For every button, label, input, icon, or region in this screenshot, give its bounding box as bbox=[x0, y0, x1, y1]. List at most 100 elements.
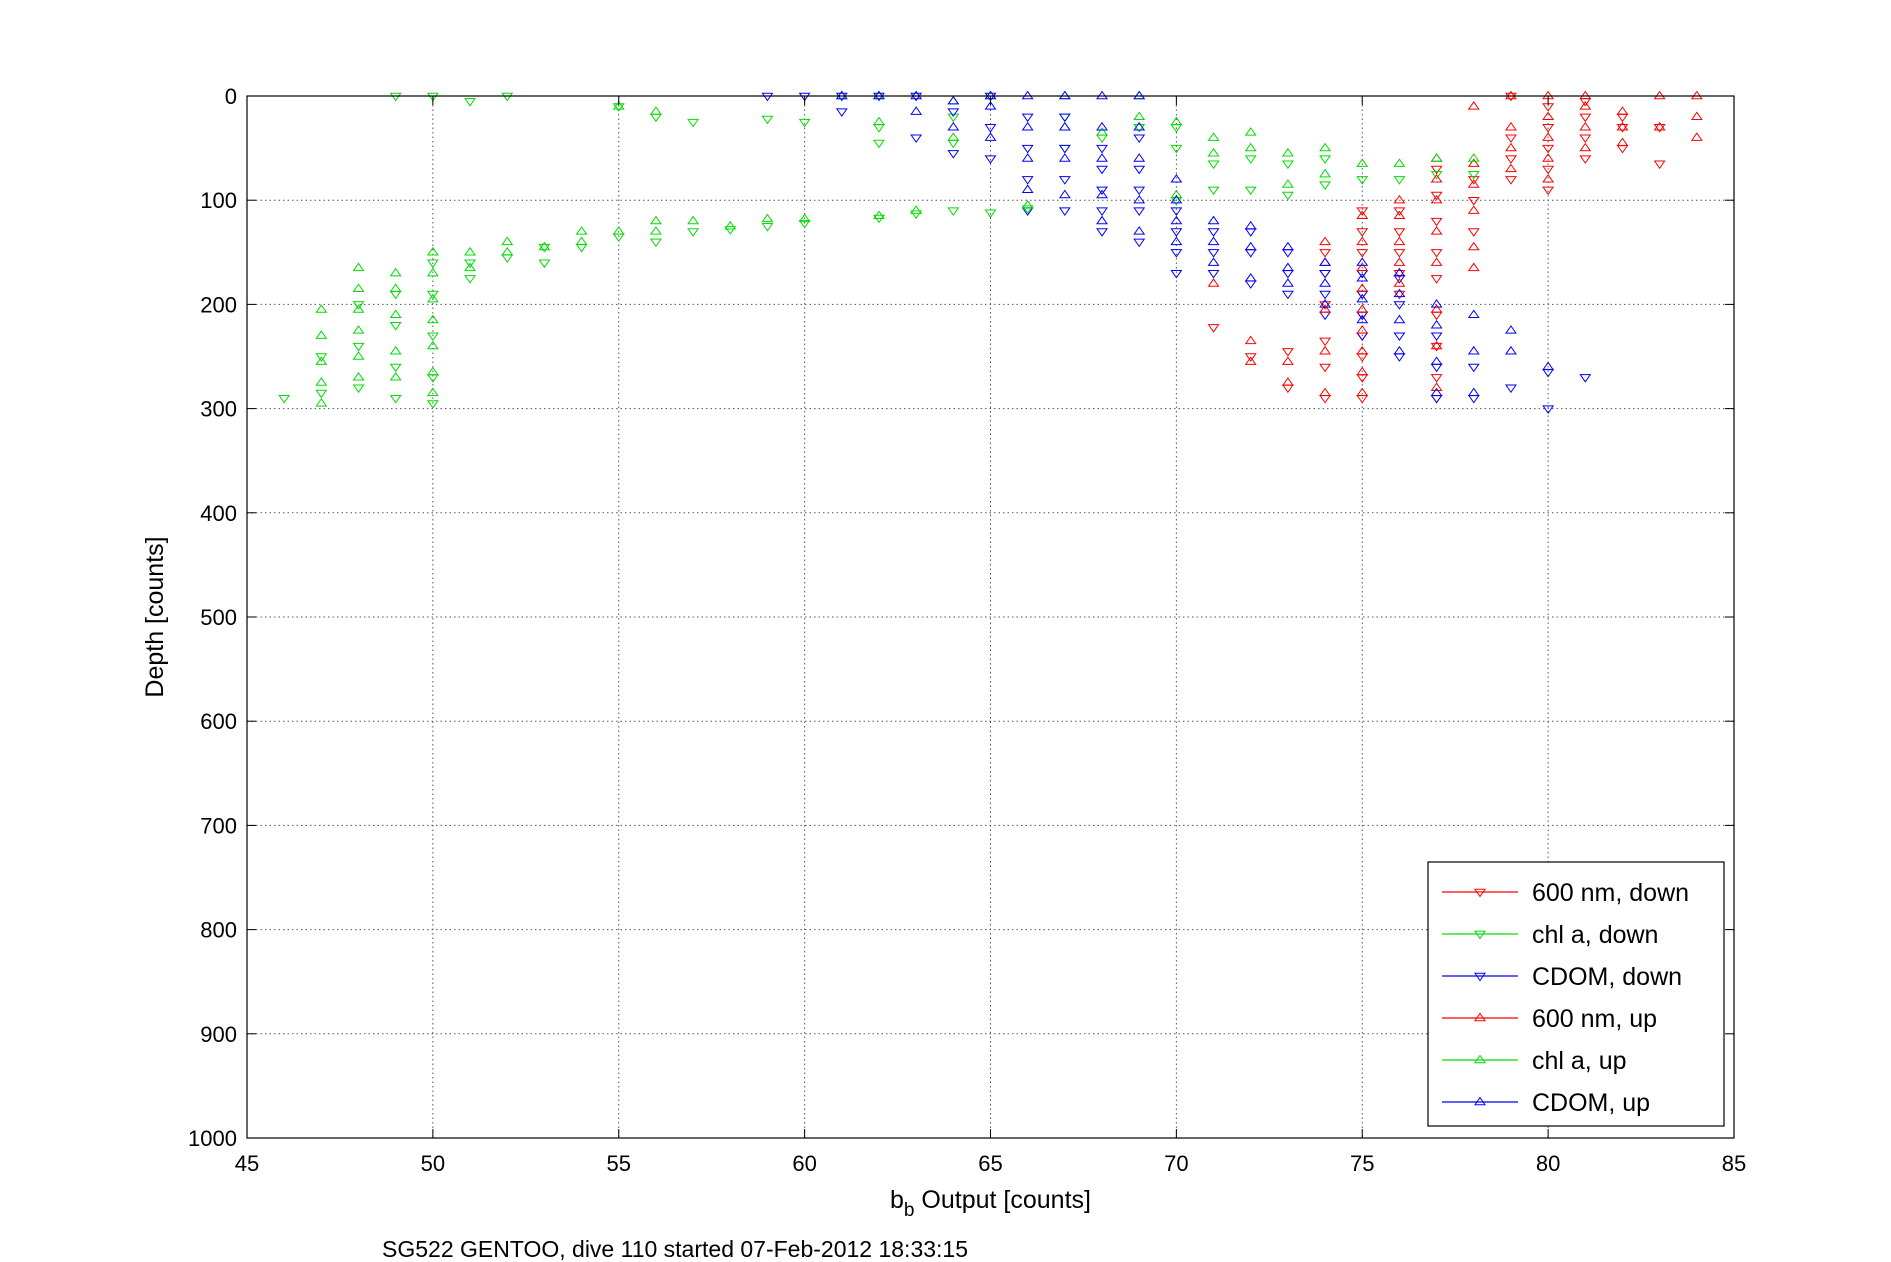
data-point bbox=[389, 283, 402, 292]
data-point bbox=[798, 118, 811, 128]
data-point bbox=[1430, 165, 1443, 175]
data-point bbox=[1504, 134, 1517, 144]
data-point bbox=[1319, 337, 1332, 347]
data-point bbox=[1319, 142, 1332, 152]
legend-box bbox=[1427, 861, 1725, 1127]
data-point bbox=[984, 209, 997, 219]
y-tick-label: 600 bbox=[200, 709, 237, 734]
data-point bbox=[1467, 345, 1480, 355]
data-point bbox=[464, 246, 477, 256]
data-point bbox=[910, 90, 923, 100]
data-point bbox=[1504, 121, 1517, 131]
data-point bbox=[1244, 142, 1257, 152]
legend-marker bbox=[1474, 888, 1486, 898]
data-point bbox=[1504, 142, 1517, 152]
x-tick-label: 50 bbox=[421, 1151, 445, 1176]
data-point bbox=[1356, 262, 1369, 272]
data-point bbox=[464, 98, 477, 107]
data-point bbox=[1467, 153, 1480, 162]
data-point bbox=[426, 259, 439, 269]
data-point bbox=[761, 213, 774, 223]
data-point bbox=[1319, 301, 1332, 310]
data-point bbox=[1579, 113, 1592, 123]
data-point bbox=[1393, 228, 1406, 237]
data-point bbox=[501, 246, 514, 256]
data-point bbox=[426, 366, 439, 376]
data-point bbox=[1430, 340, 1443, 350]
data-point bbox=[1356, 366, 1369, 376]
data-point bbox=[1542, 186, 1555, 196]
data-point bbox=[1430, 319, 1443, 329]
data-point bbox=[1244, 353, 1257, 362]
data-point bbox=[1281, 147, 1294, 157]
data-point bbox=[1579, 142, 1592, 152]
tick-labels: 45 50 55 60 65 70 75 80 85 0 100 200 300 400 500 600 700… bbox=[188, 84, 1746, 1176]
data-point bbox=[278, 394, 291, 404]
data-point bbox=[1096, 186, 1108, 196]
data-point bbox=[1356, 314, 1369, 324]
data-point bbox=[1096, 228, 1108, 237]
axis-ticks bbox=[246, 95, 1735, 1139]
data-point bbox=[1430, 173, 1443, 183]
data-point bbox=[1096, 207, 1108, 216]
data-point bbox=[1542, 361, 1555, 371]
data-point bbox=[1207, 269, 1220, 279]
data-point bbox=[389, 394, 402, 404]
data-point bbox=[649, 215, 662, 225]
data-point bbox=[1504, 345, 1517, 355]
data-point bbox=[1542, 144, 1555, 154]
data-point bbox=[1356, 249, 1369, 258]
data-point bbox=[352, 342, 365, 352]
data-point bbox=[426, 267, 439, 277]
data-point bbox=[1244, 186, 1257, 196]
data-point bbox=[1430, 226, 1443, 235]
data-point bbox=[1356, 293, 1369, 303]
data-point bbox=[1393, 236, 1406, 246]
x-tick-label: 85 bbox=[1722, 1151, 1746, 1176]
data-point bbox=[1542, 132, 1555, 141]
data-point bbox=[947, 207, 960, 216]
data-point bbox=[1170, 207, 1183, 216]
data-point bbox=[1319, 278, 1332, 287]
legend-label: CDOM, up bbox=[1532, 1089, 1650, 1117]
data-point bbox=[1430, 332, 1443, 342]
data-point bbox=[389, 345, 402, 355]
data-point bbox=[1356, 207, 1369, 216]
data-point bbox=[1021, 205, 1034, 214]
data-point bbox=[575, 226, 588, 235]
data-point bbox=[1319, 155, 1332, 164]
data-point bbox=[389, 92, 402, 102]
data-point bbox=[1096, 90, 1108, 100]
data-point bbox=[1579, 155, 1592, 164]
data-point bbox=[1467, 309, 1480, 319]
data-point bbox=[1207, 147, 1220, 157]
data-point bbox=[389, 371, 402, 381]
data-point bbox=[1393, 345, 1406, 355]
data-point bbox=[1133, 124, 1146, 133]
data-point bbox=[1504, 92, 1517, 102]
data-point bbox=[1430, 304, 1443, 313]
x-axis-label-rest: Output [counts] bbox=[914, 1186, 1091, 1214]
data-point bbox=[1467, 176, 1480, 185]
dive-caption: SG522 GENTOO, dive 110 started 07-Feb-20… bbox=[382, 1236, 968, 1262]
data-point bbox=[1504, 325, 1517, 334]
data-point bbox=[724, 220, 737, 230]
data-point bbox=[1058, 207, 1071, 216]
data-point bbox=[352, 384, 365, 394]
data-point bbox=[1244, 220, 1257, 230]
data-point bbox=[1542, 173, 1555, 183]
data-point bbox=[1467, 262, 1480, 272]
data-point bbox=[1021, 184, 1034, 193]
data-point bbox=[1021, 176, 1034, 185]
data-point bbox=[1393, 158, 1406, 167]
data-point bbox=[1504, 163, 1517, 173]
data-point bbox=[1096, 215, 1108, 225]
data-point bbox=[1133, 194, 1146, 204]
legend-item: CDOM, up bbox=[1442, 1089, 1650, 1117]
data-point bbox=[1356, 158, 1369, 167]
data-point bbox=[1319, 345, 1332, 355]
data-point bbox=[687, 228, 700, 237]
data-point bbox=[835, 90, 848, 100]
data-point bbox=[315, 353, 328, 362]
